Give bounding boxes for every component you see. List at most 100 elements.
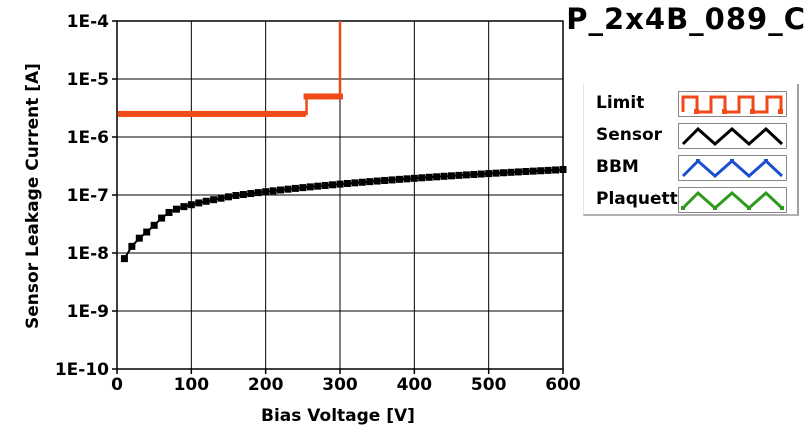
data-point	[262, 110, 269, 117]
data-point	[270, 110, 277, 117]
data-point	[281, 110, 288, 117]
data-point	[333, 93, 340, 100]
data-point	[218, 110, 225, 117]
data-point	[258, 110, 265, 117]
data-point	[507, 168, 515, 176]
data-point	[143, 110, 150, 117]
data-point	[292, 110, 299, 117]
data-point	[150, 221, 158, 229]
data-point	[310, 93, 317, 100]
x-tick-label: 100	[174, 375, 210, 395]
data-point	[202, 197, 210, 205]
data-point	[158, 214, 166, 222]
legend-swatch-sensor[interactable]	[678, 123, 787, 149]
series-limit	[117, 21, 343, 117]
data-point	[314, 182, 322, 190]
x-tick-label: 0	[111, 375, 123, 395]
y-tick-label: 1E-7	[67, 186, 109, 206]
data-point	[177, 110, 184, 117]
data-point	[195, 110, 202, 117]
data-point	[136, 110, 143, 117]
data-point	[329, 93, 336, 100]
data-point	[120, 255, 128, 263]
data-point	[195, 199, 203, 207]
legend-label: BBM	[596, 157, 639, 177]
data-point	[522, 168, 530, 176]
data-point	[277, 186, 285, 194]
series	[117, 21, 567, 263]
data-point	[306, 183, 314, 191]
data-point	[307, 93, 314, 100]
y-tick-label: 1E-5	[67, 70, 109, 90]
data-point	[210, 196, 218, 204]
series-line	[120, 21, 342, 116]
legend-label: Sensor	[596, 125, 663, 145]
data-point	[192, 110, 199, 117]
data-point	[358, 178, 366, 186]
legend-item-sensor[interactable]: Sensor	[584, 120, 798, 152]
data-point	[351, 179, 359, 187]
data-point	[236, 110, 243, 117]
triangle-wave-icon	[681, 126, 784, 147]
y-axis-ticks: 1E-10 1E-9 1E-8 1E-7 1E-6 1E-5 1E-4	[55, 12, 117, 380]
legend-item-plaquette[interactable]: Plaquette	[584, 184, 798, 216]
legend-swatch-plaquette[interactable]	[678, 187, 787, 213]
data-point	[329, 181, 337, 189]
data-point	[210, 110, 217, 117]
data-point	[173, 110, 180, 117]
data-point	[135, 234, 143, 242]
data-point	[255, 110, 262, 117]
y-tick-label: 1E-9	[67, 302, 109, 322]
data-point	[147, 110, 154, 117]
data-point	[247, 190, 255, 198]
x-tick-label: 300	[322, 375, 358, 395]
data-point	[128, 110, 135, 117]
data-point	[125, 110, 132, 117]
data-point	[455, 171, 463, 179]
data-point	[247, 110, 254, 117]
legend-swatch-bbm[interactable]	[678, 155, 787, 181]
data-point	[154, 110, 161, 117]
data-point	[262, 188, 270, 196]
data-point	[433, 173, 441, 181]
y-tick-label: 1E-8	[67, 244, 109, 264]
data-point	[440, 172, 448, 180]
data-point	[166, 110, 173, 117]
data-point	[470, 170, 478, 178]
data-point	[128, 242, 136, 250]
data-point	[254, 189, 262, 197]
x-tick-label: 600	[545, 375, 581, 395]
data-point	[187, 201, 195, 209]
data-point	[337, 93, 343, 100]
x-tick-label: 200	[248, 375, 284, 395]
data-point	[121, 110, 128, 117]
data-point	[225, 110, 232, 117]
data-point	[217, 194, 225, 202]
data-point	[273, 110, 280, 117]
legend-item-bbm[interactable]: BBM	[584, 152, 798, 184]
legend[interactable]: Limit Sensor BBM	[583, 84, 799, 216]
data-point	[343, 179, 351, 187]
data-point	[492, 169, 500, 177]
data-point	[240, 110, 247, 117]
data-point	[232, 110, 239, 117]
data-point	[162, 110, 169, 117]
data-point	[188, 110, 195, 117]
data-point	[537, 167, 545, 175]
data-point	[291, 184, 299, 192]
data-point	[425, 173, 433, 181]
data-point	[552, 166, 560, 174]
data-point	[366, 178, 374, 186]
legend-label: Plaquette	[596, 189, 690, 209]
y-tick-label: 1E-6	[67, 128, 109, 148]
legend-swatch-limit[interactable]	[678, 91, 787, 117]
series-sensor	[120, 166, 567, 263]
legend-label: Limit	[596, 93, 645, 113]
data-point	[180, 203, 188, 211]
data-point	[410, 174, 418, 182]
legend-item-limit[interactable]: Limit	[584, 88, 798, 120]
data-point	[151, 110, 158, 117]
data-point	[203, 110, 210, 117]
